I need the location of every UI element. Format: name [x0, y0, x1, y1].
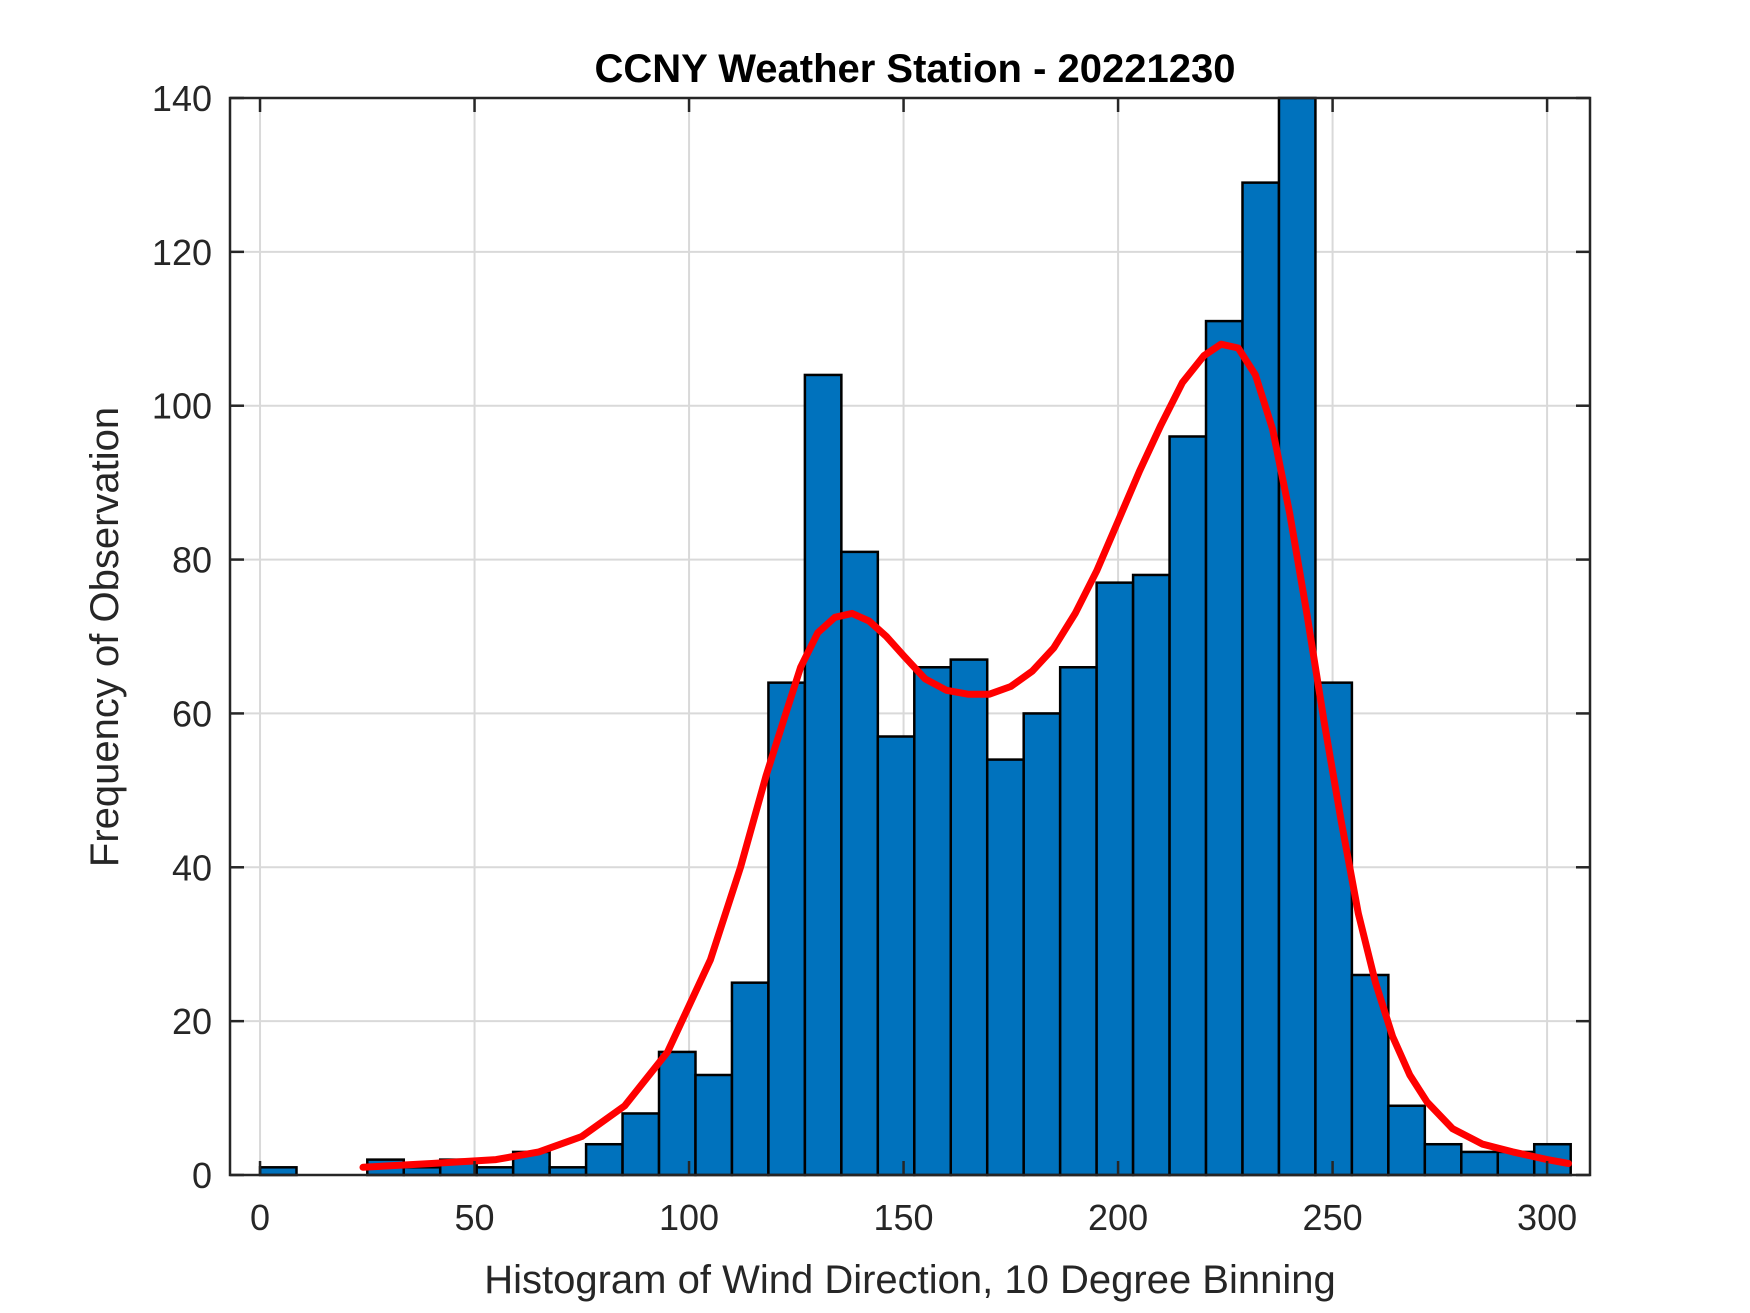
- x-tick-label: 250: [1303, 1197, 1363, 1238]
- histogram-bar: [1387, 1104, 1427, 1177]
- histogram-bar: [949, 658, 989, 1177]
- y-axis-label: Frequency of Observation: [83, 407, 127, 867]
- histogram-bar: [584, 1142, 624, 1177]
- histogram-bar: [913, 666, 953, 1177]
- histogram-bar: [803, 373, 843, 1177]
- histogram-bar: [1168, 435, 1208, 1177]
- histogram-bars: [258, 96, 1572, 1177]
- histogram-bar: [1314, 681, 1354, 1177]
- x-axis-label: Histogram of Wind Direction, 10 Degree B…: [484, 1258, 1336, 1302]
- histogram-bar: [1204, 319, 1244, 1177]
- histogram-bar: [1022, 712, 1062, 1177]
- tick-marks: [230, 96, 1590, 1177]
- y-tick-label: 60: [172, 693, 212, 734]
- histogram-bar: [730, 981, 770, 1177]
- histogram-bar: [621, 1112, 661, 1177]
- fit-curve: [359, 340, 1572, 1171]
- axes-box: [228, 96, 1592, 1177]
- histogram-bar: [657, 1050, 697, 1177]
- y-tick-label: 20: [172, 1001, 212, 1042]
- y-tick-labels: 0 20 40 60 80 100 120 140: [152, 78, 212, 1196]
- y-tick-label: 40: [172, 847, 212, 888]
- y-tick-label: 120: [152, 232, 212, 273]
- histogram-bar: [1131, 573, 1171, 1177]
- x-tick-label: 100: [659, 1197, 719, 1238]
- y-tick-label: 100: [152, 386, 212, 427]
- x-tick-label: 150: [874, 1197, 934, 1238]
- x-tick-label: 0: [250, 1197, 270, 1238]
- x-tick-label: 300: [1517, 1197, 1577, 1238]
- histogram-bar: [840, 550, 880, 1177]
- y-tick-label: 80: [172, 540, 212, 581]
- histogram-bar: [694, 1073, 734, 1177]
- x-tick-label: 200: [1088, 1197, 1148, 1238]
- y-tick-label: 0: [192, 1155, 212, 1196]
- histogram-bar: [1460, 1150, 1500, 1177]
- histogram-bar: [1350, 973, 1390, 1177]
- histogram-bar: [1058, 666, 1098, 1177]
- histogram-bar: [1241, 181, 1281, 1177]
- x-tick-label: 50: [455, 1197, 495, 1238]
- histogram-bar: [876, 735, 916, 1177]
- chart-title: CCNY Weather Station - 20221230: [595, 47, 1236, 91]
- histogram-bar: [1423, 1142, 1463, 1177]
- x-tick-labels: 0 50 100 150 200 250 300: [250, 1197, 1577, 1238]
- histogram-bar: [1095, 581, 1135, 1177]
- histogram-bar: [985, 758, 1025, 1177]
- y-tick-label: 140: [152, 78, 212, 119]
